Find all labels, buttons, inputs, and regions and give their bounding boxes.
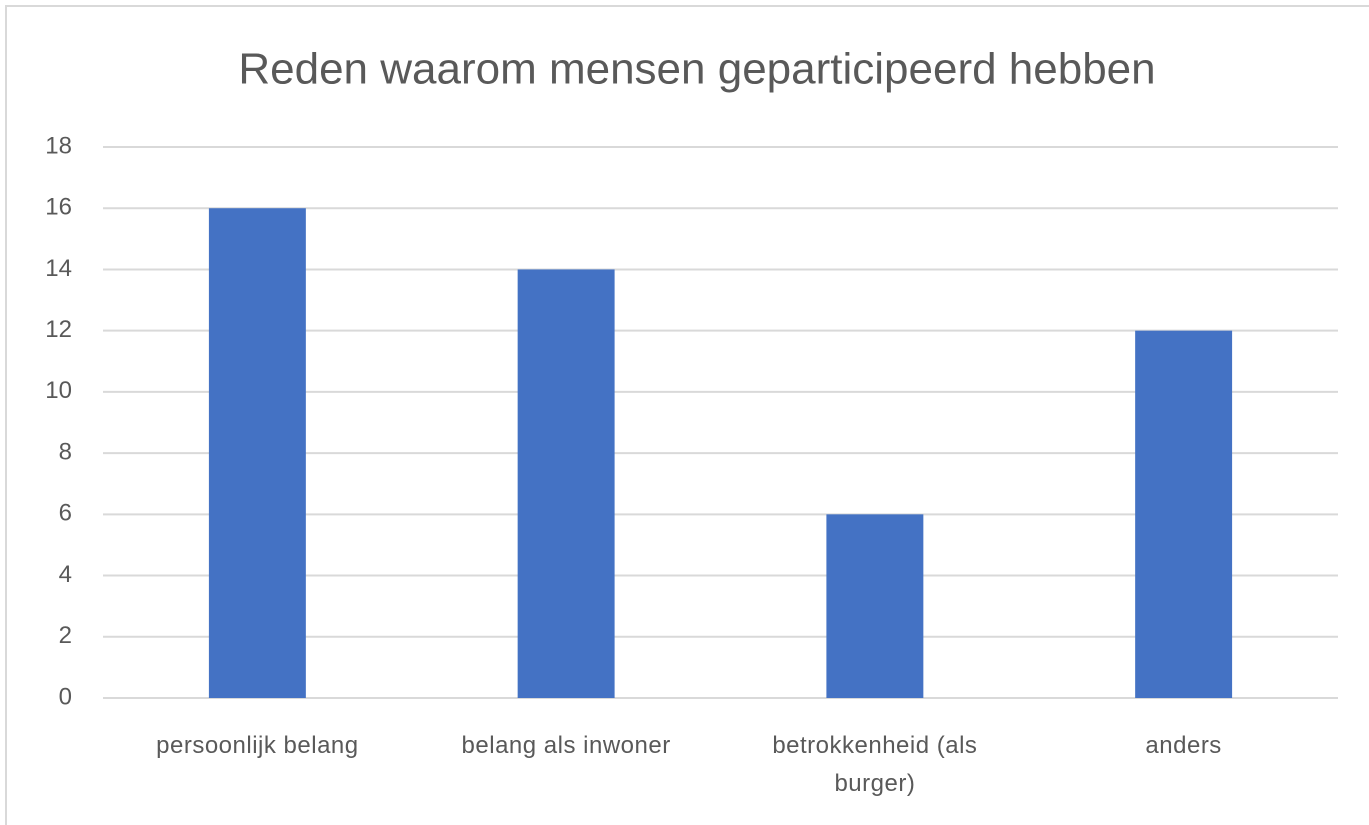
x-tick-label: belang als inwoner (461, 732, 671, 759)
x-tick-label: betrokkenheid (als burger) (772, 732, 978, 797)
y-tick-label: 0 (59, 683, 72, 710)
y-tick-label: 14 (45, 255, 72, 282)
y-tick-label: 12 (45, 316, 72, 343)
y-tick-label: 18 (45, 132, 72, 159)
y-tick-label: 16 (45, 194, 72, 221)
x-tick-label: anders (1145, 732, 1222, 759)
bar (517, 269, 615, 698)
y-tick-label: 10 (45, 377, 72, 404)
y-tick-label: 4 (59, 561, 72, 588)
bar (208, 208, 306, 698)
bar (1135, 330, 1233, 698)
bar (826, 514, 924, 698)
x-tick-label: persoonlijk belang (156, 732, 359, 759)
y-tick-label: 8 (59, 438, 72, 465)
y-tick-label: 2 (59, 622, 72, 649)
chart-title: Reden waarom mensen geparticipeerd hebbe… (238, 45, 1155, 94)
y-tick-label: 6 (59, 500, 72, 527)
